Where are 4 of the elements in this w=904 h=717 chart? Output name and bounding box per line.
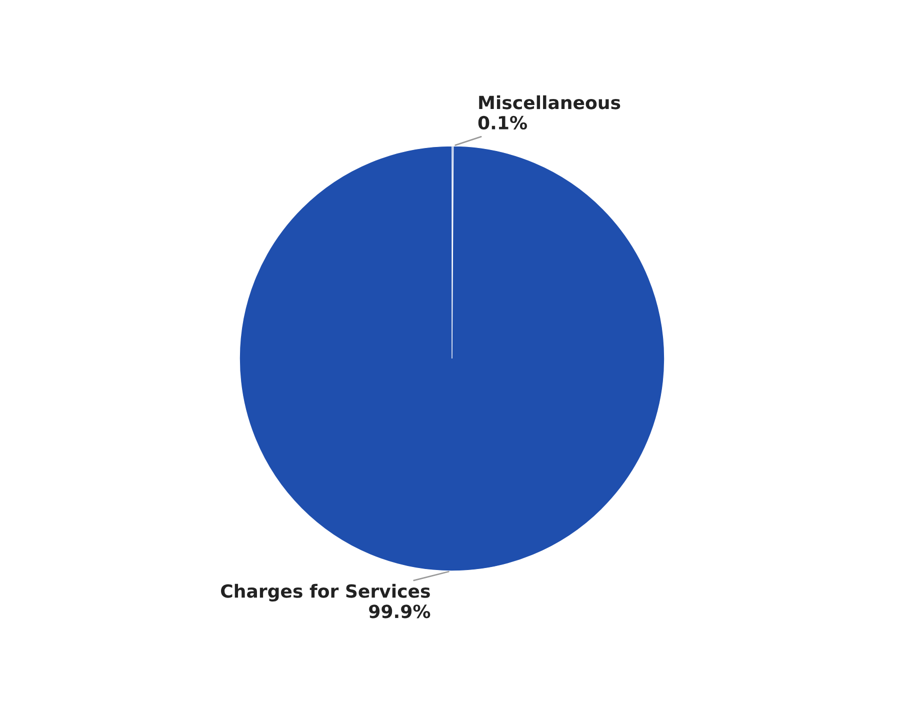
slice-label: Miscellaneous	[479, 95, 620, 110]
slice-label: Charges for Services	[221, 584, 430, 602]
data-label: 0.1%	[478, 116, 527, 130]
data-label: 99.9%	[369, 604, 430, 618]
